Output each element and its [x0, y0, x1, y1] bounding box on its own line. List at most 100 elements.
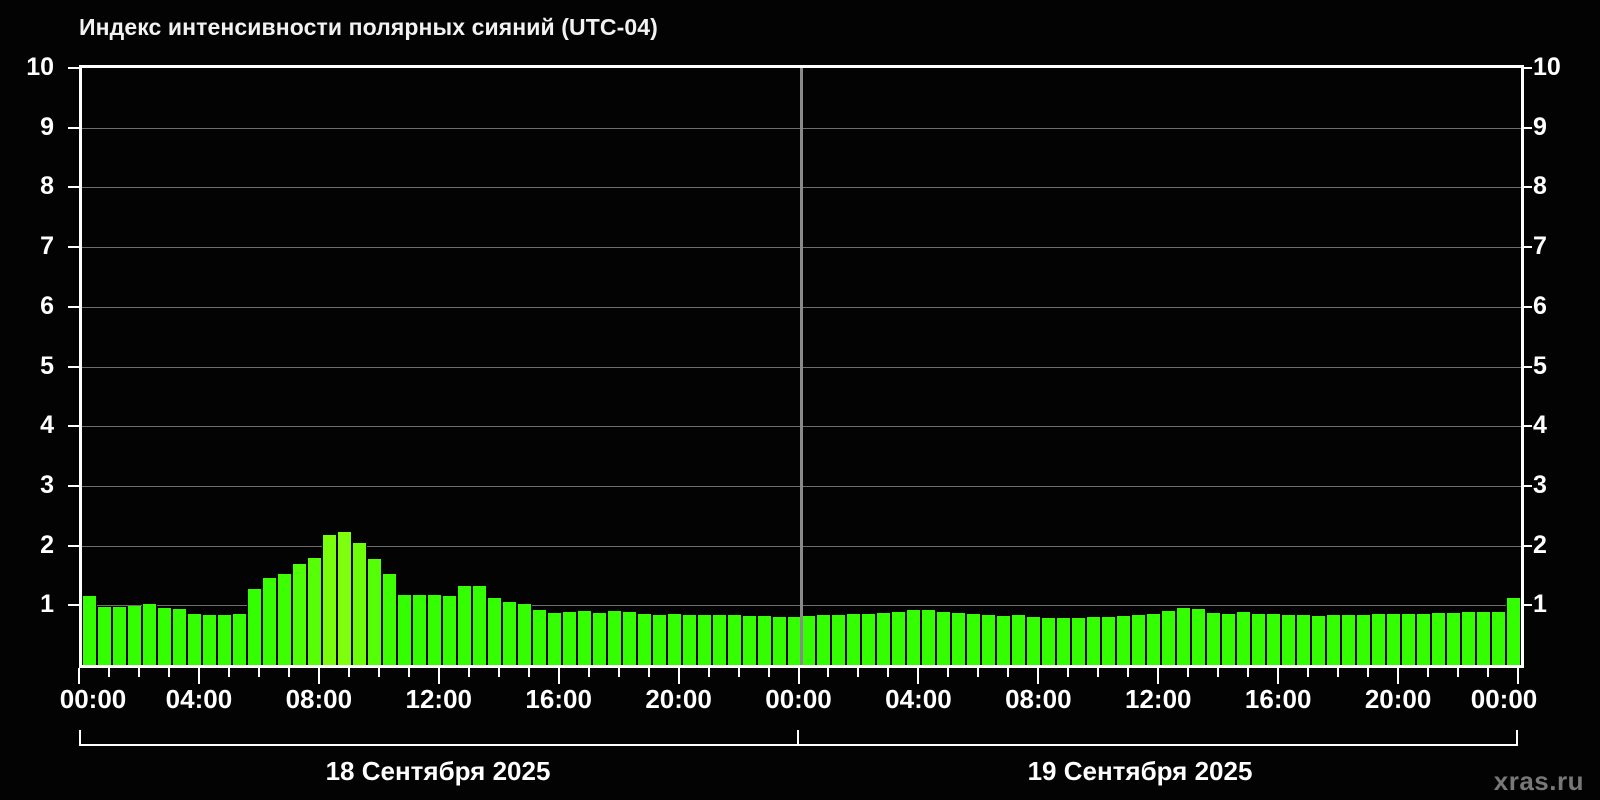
bar: [1011, 615, 1027, 665]
y-tick-mark-right-5: [1521, 365, 1532, 368]
y-tick-label-left-6: 6: [40, 291, 54, 320]
bar: [876, 613, 892, 665]
date-label-day2: 19 Сентября 2025: [1027, 756, 1253, 786]
x-tick-27h: [887, 668, 890, 677]
bar: [456, 585, 472, 665]
bar: [96, 606, 112, 665]
bar: [561, 612, 577, 665]
y-tick-mark-right-6: [1521, 305, 1532, 308]
x-tick-6h: [257, 668, 260, 677]
bar: [1071, 617, 1087, 665]
bar: [1281, 614, 1297, 665]
bar: [606, 611, 622, 665]
y-tick-label-left-5: 5: [40, 351, 54, 380]
bar: [936, 612, 952, 665]
bar: [501, 602, 517, 665]
y-tick-mark-left-1: [68, 604, 79, 607]
y-tick-label-left-4: 4: [40, 411, 54, 440]
x-tick-3h: [167, 668, 170, 677]
bar: [1251, 613, 1267, 665]
x-tick-10h: [377, 668, 380, 677]
x-tick-1h: [107, 668, 110, 677]
bar: [651, 614, 667, 665]
x-tick-42h: [1337, 668, 1340, 677]
bar: [816, 615, 832, 665]
bar: [486, 598, 502, 665]
y-tick-mark-right-4: [1521, 425, 1532, 428]
bar: [1116, 616, 1132, 665]
bar: [1101, 616, 1117, 665]
bar: [231, 614, 247, 665]
bar: [1056, 617, 1072, 665]
bar: [201, 615, 217, 665]
bar: [801, 616, 817, 665]
bar: [306, 557, 322, 665]
y-tick-label-right-10: 10: [1533, 53, 1561, 81]
date-band-tick-end: [1516, 730, 1518, 746]
date-label-day1: 18 Сентября 2025: [325, 756, 551, 786]
bar: [951, 613, 967, 665]
bar: [1296, 615, 1312, 665]
x-tick-12h: [437, 668, 440, 684]
bar: [1191, 609, 1207, 665]
x-tick-43h: [1367, 668, 1370, 677]
x-axis-label-12: 00:00: [1470, 684, 1538, 714]
bar: [576, 611, 592, 665]
bar: [741, 616, 757, 665]
bar: [171, 609, 187, 665]
bar: [111, 607, 127, 665]
bar: [291, 563, 307, 665]
y-tick-mark-right-7: [1521, 246, 1532, 249]
x-tick-30h: [977, 668, 980, 677]
x-axis-label-0: 00:00: [59, 684, 127, 714]
x-tick-31h: [1007, 668, 1010, 677]
x-tick-22h: [737, 668, 740, 677]
plot-inner: [82, 68, 1521, 665]
bar: [831, 614, 847, 665]
bar: [621, 612, 637, 665]
bar: [1221, 614, 1237, 665]
x-axis-ticks: [78, 668, 1519, 684]
bar: [411, 595, 427, 665]
bar: [426, 594, 442, 665]
bar: [1041, 617, 1057, 665]
x-tick-19h: [647, 668, 650, 677]
x-axis-label-5: 20:00: [645, 684, 712, 714]
bar: [1236, 612, 1252, 665]
bar: [216, 615, 232, 665]
bar: [1176, 608, 1192, 665]
bar: [156, 608, 172, 665]
y-tick-label-right-3: 3: [1533, 470, 1547, 499]
bar: [1356, 614, 1372, 665]
x-tick-41h: [1307, 668, 1310, 677]
x-tick-9h: [347, 668, 350, 677]
bar: [1161, 611, 1177, 665]
y-tick-label-right-1: 1: [1533, 590, 1547, 619]
y-tick-mark-left-7: [68, 246, 79, 249]
x-axis-label-9: 12:00: [1125, 684, 1192, 714]
bar: [126, 605, 142, 665]
x-tick-28h: [917, 668, 920, 684]
bar: [666, 614, 682, 665]
plot-top-rule: [79, 65, 1524, 68]
x-tick-18h: [617, 668, 620, 677]
x-tick-47h: [1487, 668, 1490, 677]
y-tick-mark-left-6: [68, 305, 79, 308]
x-axis-label-7: 04:00: [885, 684, 952, 714]
x-tick-45h: [1427, 668, 1430, 677]
x-axis-label-10: 16:00: [1244, 684, 1312, 714]
bar: [1371, 614, 1387, 665]
y-tick-label-right-7: 7: [1533, 232, 1547, 261]
bar: [861, 614, 877, 665]
bar: [471, 586, 487, 665]
bar: [246, 588, 262, 665]
bar: [726, 615, 742, 665]
y-tick-label-left-7: 7: [40, 232, 54, 261]
bar: [966, 614, 982, 665]
x-tick-4h: [197, 668, 200, 684]
x-tick-20h: [677, 668, 680, 684]
x-axis-label-1: 04:00: [165, 684, 233, 714]
bar: [1401, 613, 1417, 665]
x-tick-24h: [797, 668, 800, 684]
x-tick-39h: [1247, 668, 1250, 677]
